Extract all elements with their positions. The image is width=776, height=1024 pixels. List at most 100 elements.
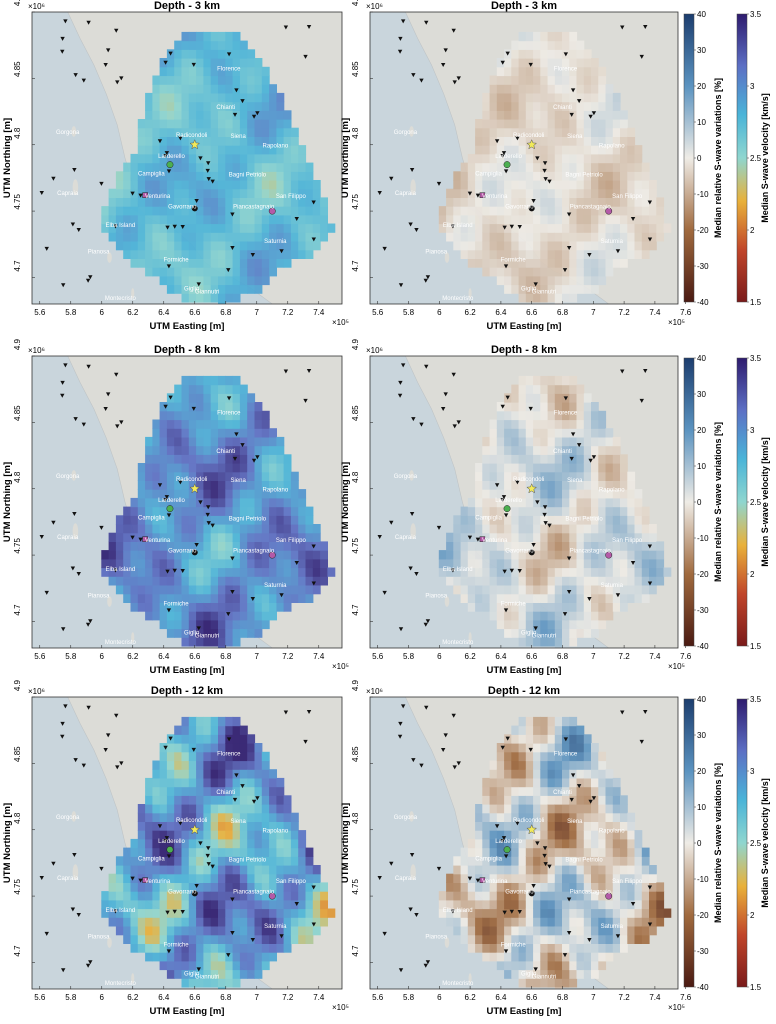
field-cell	[254, 960, 263, 971]
field-cell	[583, 497, 592, 508]
field-cell	[174, 454, 183, 464]
field-cell	[225, 960, 234, 971]
field-cell	[115, 232, 124, 242]
field-cell	[203, 497, 212, 508]
field-cell	[489, 934, 498, 944]
field-cell	[320, 214, 328, 225]
station-marker	[591, 455, 597, 460]
field-cell	[569, 541, 578, 551]
field-cell	[627, 241, 636, 251]
field-cell	[276, 171, 285, 181]
field-cell	[145, 952, 153, 962]
field-cell	[446, 532, 454, 542]
field-cell	[203, 558, 212, 569]
field-cell	[562, 934, 570, 944]
field-cell	[188, 804, 197, 814]
field-cell	[627, 249, 636, 259]
field-cell	[225, 795, 234, 805]
field-cell	[247, 153, 256, 164]
field-cell	[649, 206, 657, 216]
field-cell	[174, 812, 183, 822]
field-cell	[166, 558, 175, 569]
field-cell	[174, 506, 183, 516]
field-cell	[247, 110, 256, 120]
field-cell	[598, 856, 607, 866]
field-cell	[525, 180, 534, 190]
y-axis-label: UTM Northing [m]	[340, 118, 351, 198]
field-cell	[496, 162, 505, 172]
field-cell	[276, 145, 285, 155]
field-cell	[460, 241, 469, 251]
field-cell	[641, 576, 650, 586]
field-cell	[518, 804, 527, 814]
x-exponent: ×10⁵	[332, 662, 349, 671]
field-cell	[562, 812, 570, 822]
field-cell	[518, 153, 527, 164]
y-tick-label: 4.75	[13, 538, 22, 554]
field-cell	[239, 917, 248, 927]
field-cell	[540, 214, 549, 225]
field-cell	[504, 136, 512, 146]
place-label-capraia: Capraia	[57, 191, 79, 197]
field-cell	[525, 769, 534, 779]
field-cell	[641, 882, 650, 892]
station-marker	[165, 225, 170, 230]
field-cell	[159, 795, 168, 805]
field-cell	[247, 49, 256, 59]
field-cell	[598, 777, 607, 788]
field-cell	[276, 777, 285, 788]
field-cell	[511, 180, 520, 190]
field-cell	[562, 101, 570, 111]
field-cell	[115, 908, 124, 918]
field-cell	[547, 908, 556, 918]
field-cell	[261, 865, 270, 875]
field-cell	[276, 119, 285, 129]
field-cell	[232, 847, 241, 857]
field-cell	[188, 541, 197, 551]
field-cell	[562, 821, 570, 831]
field-cell	[247, 410, 256, 421]
field-cell	[261, 960, 270, 971]
field-cell	[554, 471, 563, 481]
field-cell	[598, 541, 607, 551]
station-marker	[408, 222, 413, 227]
field-cell	[166, 92, 175, 103]
x-axis-label: UTM Easting [m]	[487, 665, 562, 676]
field-cell	[504, 267, 512, 277]
field-cell	[203, 119, 212, 129]
field-cell	[145, 917, 153, 927]
field-cell	[460, 214, 469, 225]
field-cell	[533, 856, 541, 866]
field-cell	[583, 838, 592, 849]
field-cell	[145, 445, 153, 455]
field-cell	[547, 206, 556, 216]
field-cell	[438, 567, 447, 577]
field-cell	[605, 445, 614, 455]
variation-colorbar-label: Median relative S-wave variations [%]	[713, 763, 723, 923]
field-cell	[181, 410, 190, 421]
field-cell	[181, 180, 190, 190]
field-cell	[159, 541, 168, 551]
velocity-tick-label: 2	[750, 226, 755, 235]
field-cell	[598, 101, 607, 111]
place-label-elba-island: Elba Island	[443, 223, 473, 229]
field-cell	[496, 497, 505, 508]
field-cell	[533, 611, 541, 621]
field-cell	[203, 40, 212, 50]
field-cell	[276, 873, 285, 883]
station-marker	[311, 544, 316, 549]
field-cell	[174, 489, 183, 499]
field-cell	[591, 445, 599, 455]
field-cell	[547, 284, 556, 294]
field-cell	[188, 489, 197, 499]
field-cell	[649, 917, 657, 927]
field-cell	[583, 541, 592, 551]
field-cell	[562, 743, 570, 753]
field-cell	[547, 882, 556, 892]
field-cell	[210, 934, 219, 944]
field-cell	[540, 628, 549, 638]
field-cell	[232, 830, 241, 840]
field-cell	[467, 926, 476, 936]
field-cell	[290, 127, 299, 137]
field-cell	[181, 454, 190, 464]
